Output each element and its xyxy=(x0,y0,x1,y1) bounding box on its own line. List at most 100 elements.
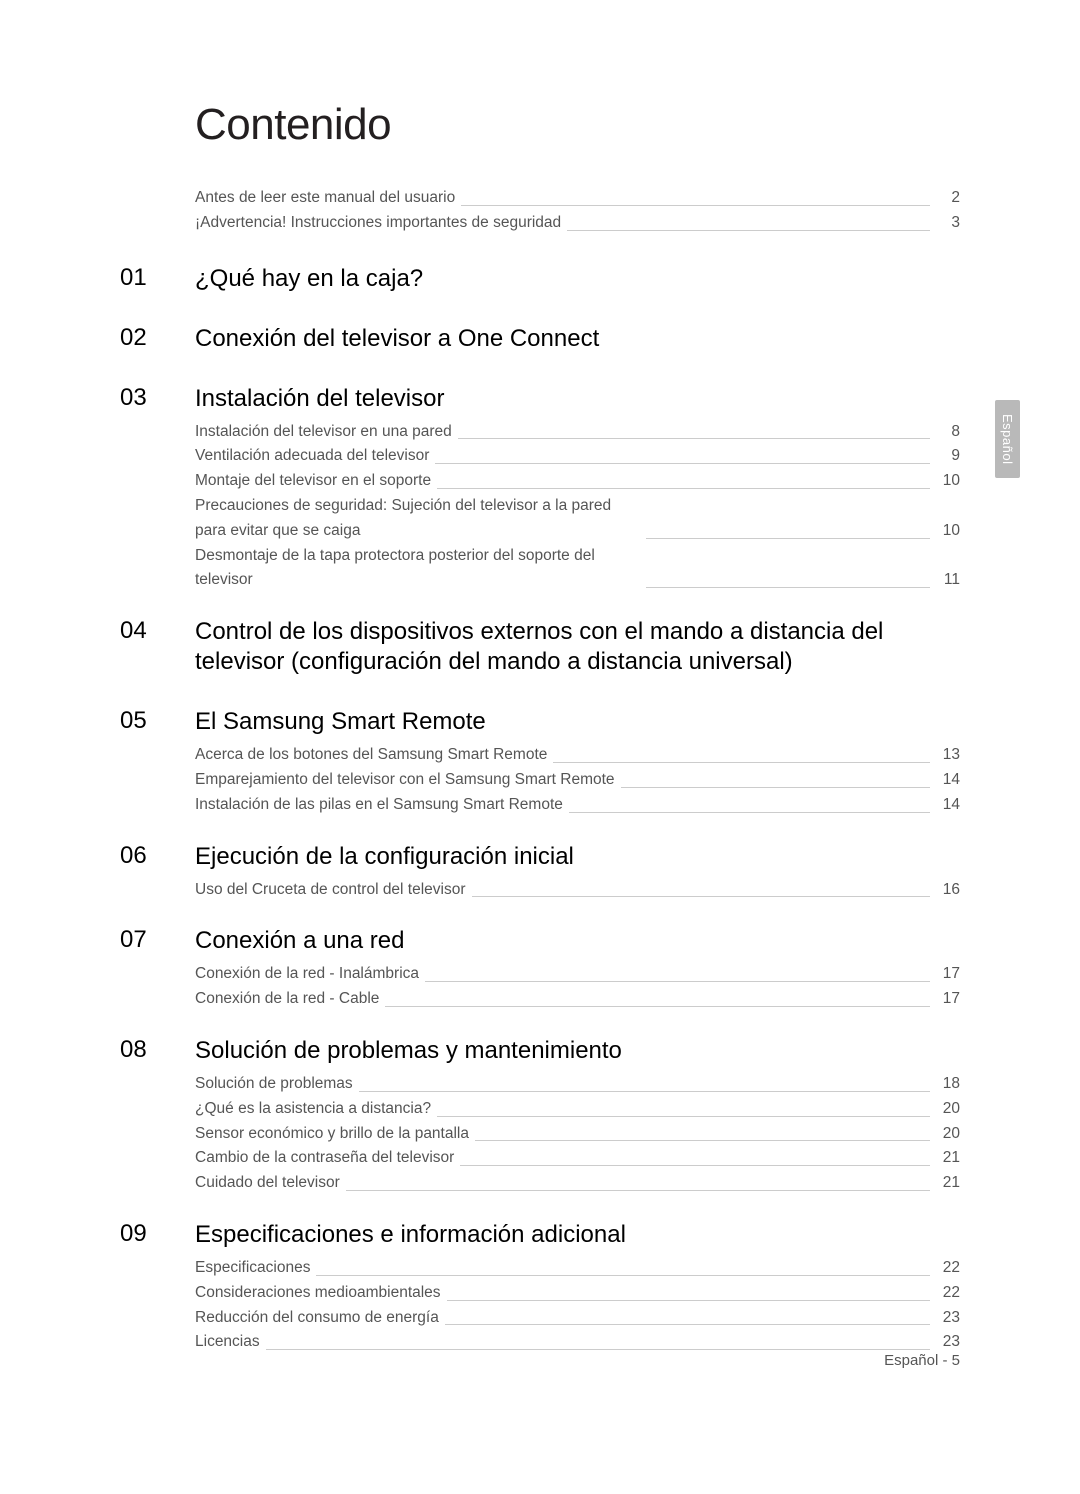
toc-page-number: 9 xyxy=(936,444,960,469)
toc-row: Conexión de la red - Cable17 xyxy=(195,987,960,1012)
toc-page-number: 2 xyxy=(936,186,960,211)
toc-row: ¡Advertencia! Instrucciones importantes … xyxy=(195,211,960,236)
toc-page-number: 21 xyxy=(936,1171,960,1196)
toc-row: Precauciones de seguridad: Sujeción del … xyxy=(195,494,960,544)
toc-row: Reducción del consumo de energía23 xyxy=(195,1306,960,1331)
section: 04Control de los dispositivos externos c… xyxy=(120,617,960,683)
leader-line xyxy=(445,1324,930,1325)
toc-row: Sensor económico y brillo de la pantalla… xyxy=(195,1122,960,1147)
toc-label: Precauciones de seguridad: Sujeción del … xyxy=(195,494,640,544)
section-number: 04 xyxy=(120,617,195,683)
toc-row: ¿Qué es la asistencia a distancia? 20 xyxy=(195,1097,960,1122)
toc-label: Instalación de las pilas en el Samsung S… xyxy=(195,793,563,818)
toc-page-number: 22 xyxy=(936,1281,960,1306)
section-body: Solución de problemas y mantenimientoSol… xyxy=(195,1036,960,1196)
toc-label: Reducción del consumo de energía xyxy=(195,1306,439,1331)
toc-label: ¿Qué es la asistencia a distancia? xyxy=(195,1097,431,1122)
toc-label: Desmontaje de la tapa protectora posteri… xyxy=(195,544,640,594)
section-title: Especificaciones e información adicional xyxy=(195,1220,960,1250)
toc-label: Antes de leer este manual del usuario xyxy=(195,186,455,211)
section: 05El Samsung Smart Remote Acerca de los b… xyxy=(120,707,960,817)
language-tab: Español xyxy=(995,400,1020,478)
toc-page-number: 8 xyxy=(936,420,960,445)
leader-line xyxy=(621,787,930,788)
leader-line xyxy=(567,230,930,231)
section-body: ¿Qué hay en la caja? xyxy=(195,264,960,300)
toc-label: Cuidado del televisor xyxy=(195,1171,340,1196)
toc-label: Acerca de los botones del Samsung Smart … xyxy=(195,743,547,768)
toc-label: Consideraciones medioambientales xyxy=(195,1281,441,1306)
leader-line xyxy=(569,812,930,813)
toc-page-number: 16 xyxy=(936,878,960,903)
section-body: Ejecución de la configuración inicial Uso… xyxy=(195,842,960,903)
leader-line xyxy=(425,981,930,982)
section-number: 02 xyxy=(120,324,195,360)
section-title: Control de los dispositivos externos con… xyxy=(195,617,960,677)
section: 01¿Qué hay en la caja? xyxy=(120,264,960,300)
section-body: El Samsung Smart Remote Acerca de los bot… xyxy=(195,707,960,817)
toc-page-number: 14 xyxy=(936,793,960,818)
leader-line xyxy=(437,488,930,489)
toc-page-number: 3 xyxy=(936,211,960,236)
toc-row: Ventilación adecuada del televisor9 xyxy=(195,444,960,469)
section-number: 01 xyxy=(120,264,195,300)
section-number: 07 xyxy=(120,926,195,1012)
toc-label: Montaje del televisor en el soporte xyxy=(195,469,431,494)
leader-line xyxy=(435,463,930,464)
leader-line xyxy=(316,1275,930,1276)
section: 07Conexión a una red Conexión de la red -… xyxy=(120,926,960,1012)
toc-row: Uso del Cruceta de control del televisor… xyxy=(195,878,960,903)
leader-line xyxy=(460,1165,930,1166)
toc-page-number: 17 xyxy=(936,987,960,1012)
toc-page-number: 10 xyxy=(936,469,960,494)
section-body: Conexión a una red Conexión de la red - I… xyxy=(195,926,960,1012)
section: 08Solución de problemas y mantenimientoS… xyxy=(120,1036,960,1196)
section-title: Ejecución de la configuración inicial xyxy=(195,842,960,872)
page-title: Contenido xyxy=(195,100,960,150)
toc-row: Acerca de los botones del Samsung Smart … xyxy=(195,743,960,768)
section-title: Conexión a una red xyxy=(195,926,960,956)
section-number: 09 xyxy=(120,1220,195,1355)
toc-page-number: 20 xyxy=(936,1122,960,1147)
leader-line xyxy=(447,1300,930,1301)
section-body: Conexión del televisor a One Connect xyxy=(195,324,960,360)
toc-page-number: 21 xyxy=(936,1146,960,1171)
page-container: Contenido Antes de leer este manual del … xyxy=(0,0,1080,1419)
toc-row: Emparejamiento del televisor con el Sams… xyxy=(195,768,960,793)
toc-row: Consideraciones medioambientales 22 xyxy=(195,1281,960,1306)
toc-page-number: 17 xyxy=(936,962,960,987)
toc-row: Conexión de la red - Inalámbrica17 xyxy=(195,962,960,987)
toc-label: Emparejamiento del televisor con el Sams… xyxy=(195,768,615,793)
section-body: Especificaciones e información adicional… xyxy=(195,1220,960,1355)
leader-line xyxy=(359,1091,930,1092)
leader-line xyxy=(437,1116,930,1117)
section-title: El Samsung Smart Remote xyxy=(195,707,960,737)
section-title: Solución de problemas y mantenimiento xyxy=(195,1036,960,1066)
section: 02Conexión del televisor a One Connect xyxy=(120,324,960,360)
section-title: ¿Qué hay en la caja? xyxy=(195,264,960,294)
section-number: 05 xyxy=(120,707,195,817)
toc-label: Instalación del televisor en una pared xyxy=(195,420,452,445)
toc-label: Cambio de la contraseña del televisor xyxy=(195,1146,454,1171)
leader-line xyxy=(346,1190,930,1191)
toc-row: Cuidado del televisor 21 xyxy=(195,1171,960,1196)
toc-label: Sensor económico y brillo de la pantalla xyxy=(195,1122,469,1147)
section-title: Instalación del televisor xyxy=(195,384,960,414)
toc-page-number: 14 xyxy=(936,768,960,793)
toc-label: ¡Advertencia! Instrucciones importantes … xyxy=(195,211,561,236)
leader-line xyxy=(266,1349,930,1350)
section-body: Instalación del televisor Instalación del… xyxy=(195,384,960,594)
leader-line xyxy=(472,896,930,897)
section-number: 08 xyxy=(120,1036,195,1196)
leader-line xyxy=(646,587,930,588)
toc-page-number: 20 xyxy=(936,1097,960,1122)
toc-page-number: 13 xyxy=(936,743,960,768)
toc-label: Especificaciones xyxy=(195,1256,310,1281)
toc-row: Especificaciones22 xyxy=(195,1256,960,1281)
toc-page-number: 10 xyxy=(936,519,960,544)
toc-row: Antes de leer este manual del usuario 2 xyxy=(195,186,960,211)
section: 03Instalación del televisorInstalación d… xyxy=(120,384,960,594)
toc-page-number: 18 xyxy=(936,1072,960,1097)
page-footer: Español - 5 xyxy=(884,1352,960,1369)
section-body: Control de los dispositivos externos con… xyxy=(195,617,960,683)
